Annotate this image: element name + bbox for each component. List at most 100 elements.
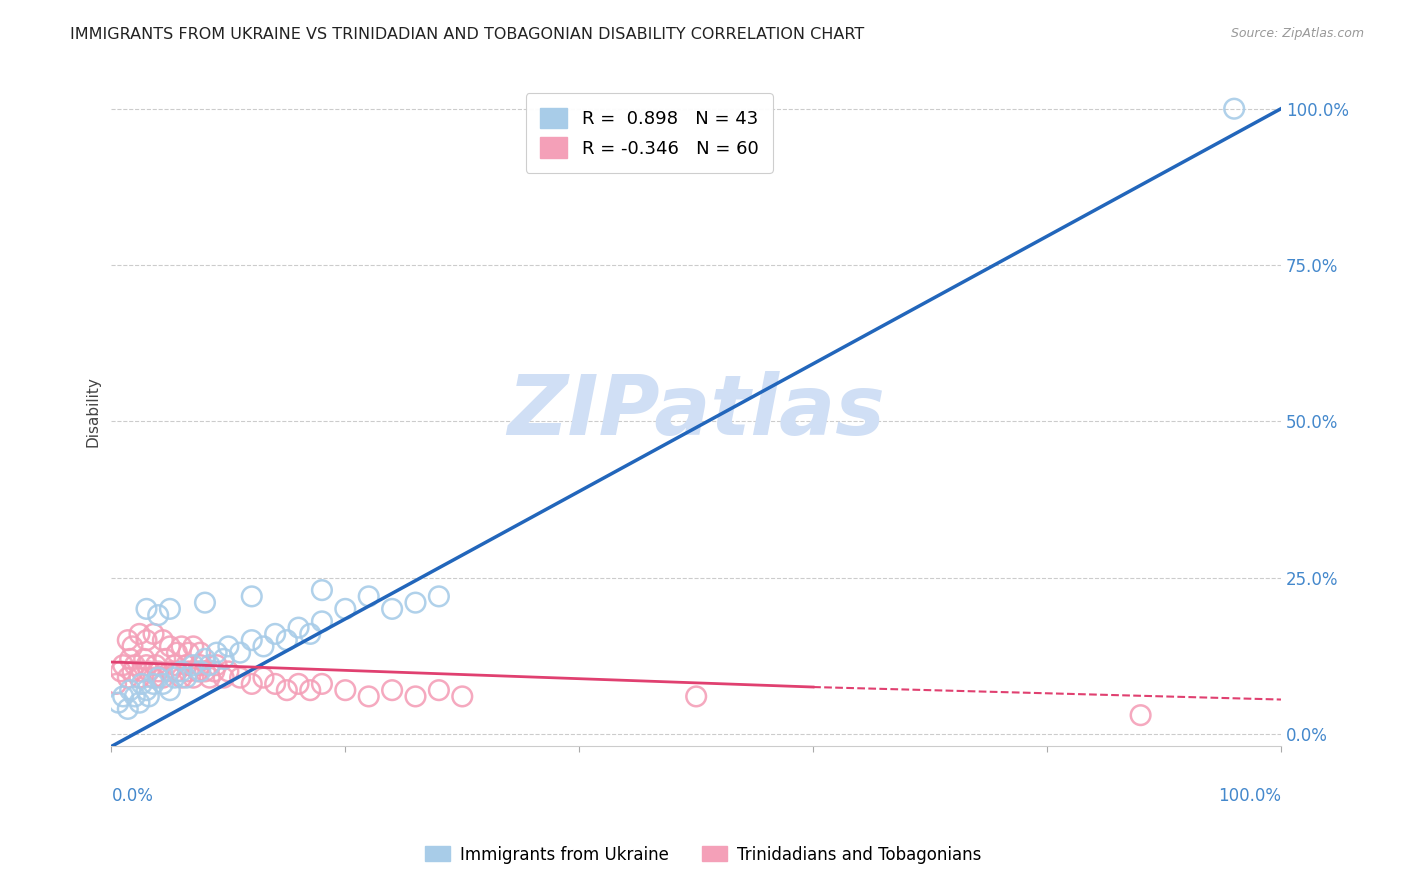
Text: IMMIGRANTS FROM UKRAINE VS TRINIDADIAN AND TOBAGONIAN DISABILITY CORRELATION CHA: IMMIGRANTS FROM UKRAINE VS TRINIDADIAN A… — [70, 27, 865, 42]
Point — [252, 671, 274, 685]
Point — [117, 633, 139, 648]
Point — [194, 665, 217, 679]
Point — [264, 627, 287, 641]
Point — [381, 683, 404, 698]
Point — [159, 602, 181, 616]
Point — [159, 683, 181, 698]
Point — [170, 640, 193, 654]
Text: 0.0%: 0.0% — [111, 787, 153, 805]
Point — [134, 652, 156, 666]
Point — [142, 677, 165, 691]
Point — [217, 640, 239, 654]
Point — [155, 652, 177, 666]
Point — [181, 640, 204, 654]
Point — [198, 658, 221, 673]
Point — [311, 583, 333, 598]
Point — [205, 646, 228, 660]
Point — [148, 608, 170, 623]
Text: 100.0%: 100.0% — [1218, 787, 1281, 805]
Point — [135, 602, 157, 616]
Point — [166, 665, 188, 679]
Point — [188, 646, 211, 660]
Point — [159, 640, 181, 654]
Point — [405, 690, 427, 704]
Point — [120, 683, 142, 698]
Point — [177, 665, 200, 679]
Point — [117, 671, 139, 685]
Point — [299, 627, 322, 641]
Point — [181, 671, 204, 685]
Point — [152, 671, 174, 685]
Point — [159, 665, 181, 679]
Point — [124, 690, 146, 704]
Point — [105, 677, 128, 691]
Point — [357, 590, 380, 604]
Point — [163, 671, 186, 685]
Point — [152, 633, 174, 648]
Point — [163, 658, 186, 673]
Point — [121, 640, 143, 654]
Point — [128, 696, 150, 710]
Point — [124, 658, 146, 673]
Point — [198, 671, 221, 685]
Text: Source: ZipAtlas.com: Source: ZipAtlas.com — [1230, 27, 1364, 40]
Point — [187, 665, 209, 679]
Point — [110, 665, 132, 679]
Point — [212, 671, 235, 685]
Point — [405, 596, 427, 610]
Point — [252, 640, 274, 654]
Legend: Immigrants from Ukraine, Trinidadians and Tobagonians: Immigrants from Ukraine, Trinidadians an… — [418, 839, 988, 871]
Point — [357, 690, 380, 704]
Point — [112, 690, 135, 704]
Point — [311, 677, 333, 691]
Point — [427, 683, 450, 698]
Point — [212, 652, 235, 666]
Point — [287, 677, 309, 691]
Point — [152, 677, 174, 691]
Point — [107, 696, 129, 710]
Point — [128, 627, 150, 641]
Point — [121, 665, 143, 679]
Point — [287, 621, 309, 635]
Point — [685, 690, 707, 704]
Point — [131, 677, 153, 691]
Point — [135, 658, 157, 673]
Point — [381, 602, 404, 616]
Point — [217, 665, 239, 679]
Text: ZIPatlas: ZIPatlas — [508, 371, 886, 452]
Point — [427, 590, 450, 604]
Point — [138, 665, 160, 679]
Point — [276, 633, 298, 648]
Legend: R =  0.898   N = 43, R = -0.346   N = 60: R = 0.898 N = 43, R = -0.346 N = 60 — [526, 93, 773, 173]
Point — [188, 665, 211, 679]
Point — [138, 690, 160, 704]
Point — [142, 671, 165, 685]
Point — [229, 646, 252, 660]
Point — [166, 646, 188, 660]
Point — [117, 702, 139, 716]
Point — [205, 658, 228, 673]
Point — [240, 633, 263, 648]
Point — [181, 658, 204, 673]
Point — [240, 677, 263, 691]
Point — [170, 671, 193, 685]
Point — [311, 615, 333, 629]
Point — [194, 652, 217, 666]
Point — [177, 646, 200, 660]
Point — [174, 671, 197, 685]
Point — [240, 590, 263, 604]
Point — [131, 665, 153, 679]
Point — [451, 690, 474, 704]
Point — [145, 658, 167, 673]
Point — [299, 683, 322, 698]
Point — [194, 596, 217, 610]
Point — [128, 671, 150, 685]
Point — [174, 658, 197, 673]
Point — [120, 652, 142, 666]
Point — [142, 627, 165, 641]
Point — [1129, 708, 1152, 723]
Point — [135, 633, 157, 648]
Point — [276, 683, 298, 698]
Point — [112, 658, 135, 673]
Point — [264, 677, 287, 691]
